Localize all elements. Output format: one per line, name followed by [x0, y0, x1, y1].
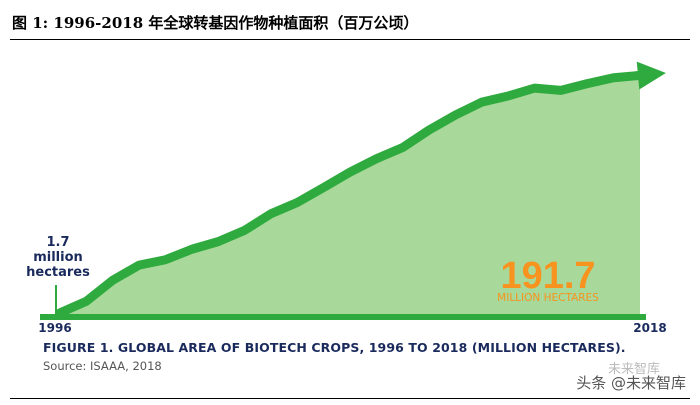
bottom-rule	[10, 398, 690, 399]
figure-caption: FIGURE 1. GLOBAL AREA OF BIOTECH CROPS, …	[43, 340, 626, 355]
start-unit-label-2: hectares	[26, 265, 90, 280]
x-tick-label-1996: 1996	[38, 321, 71, 335]
arrow-head-icon	[637, 62, 666, 90]
watermark: 头条 @未来智库	[576, 372, 686, 393]
x-tick-label-2018: 2018	[633, 321, 666, 335]
start-unit-label: million	[33, 250, 83, 265]
start-value-label: 1.7	[46, 235, 69, 250]
end-value-label: 191.7	[500, 255, 595, 297]
end-unit-label: MILLION HECTARES	[497, 292, 599, 304]
figure-source: Source: ISAAA, 2018	[43, 359, 162, 373]
